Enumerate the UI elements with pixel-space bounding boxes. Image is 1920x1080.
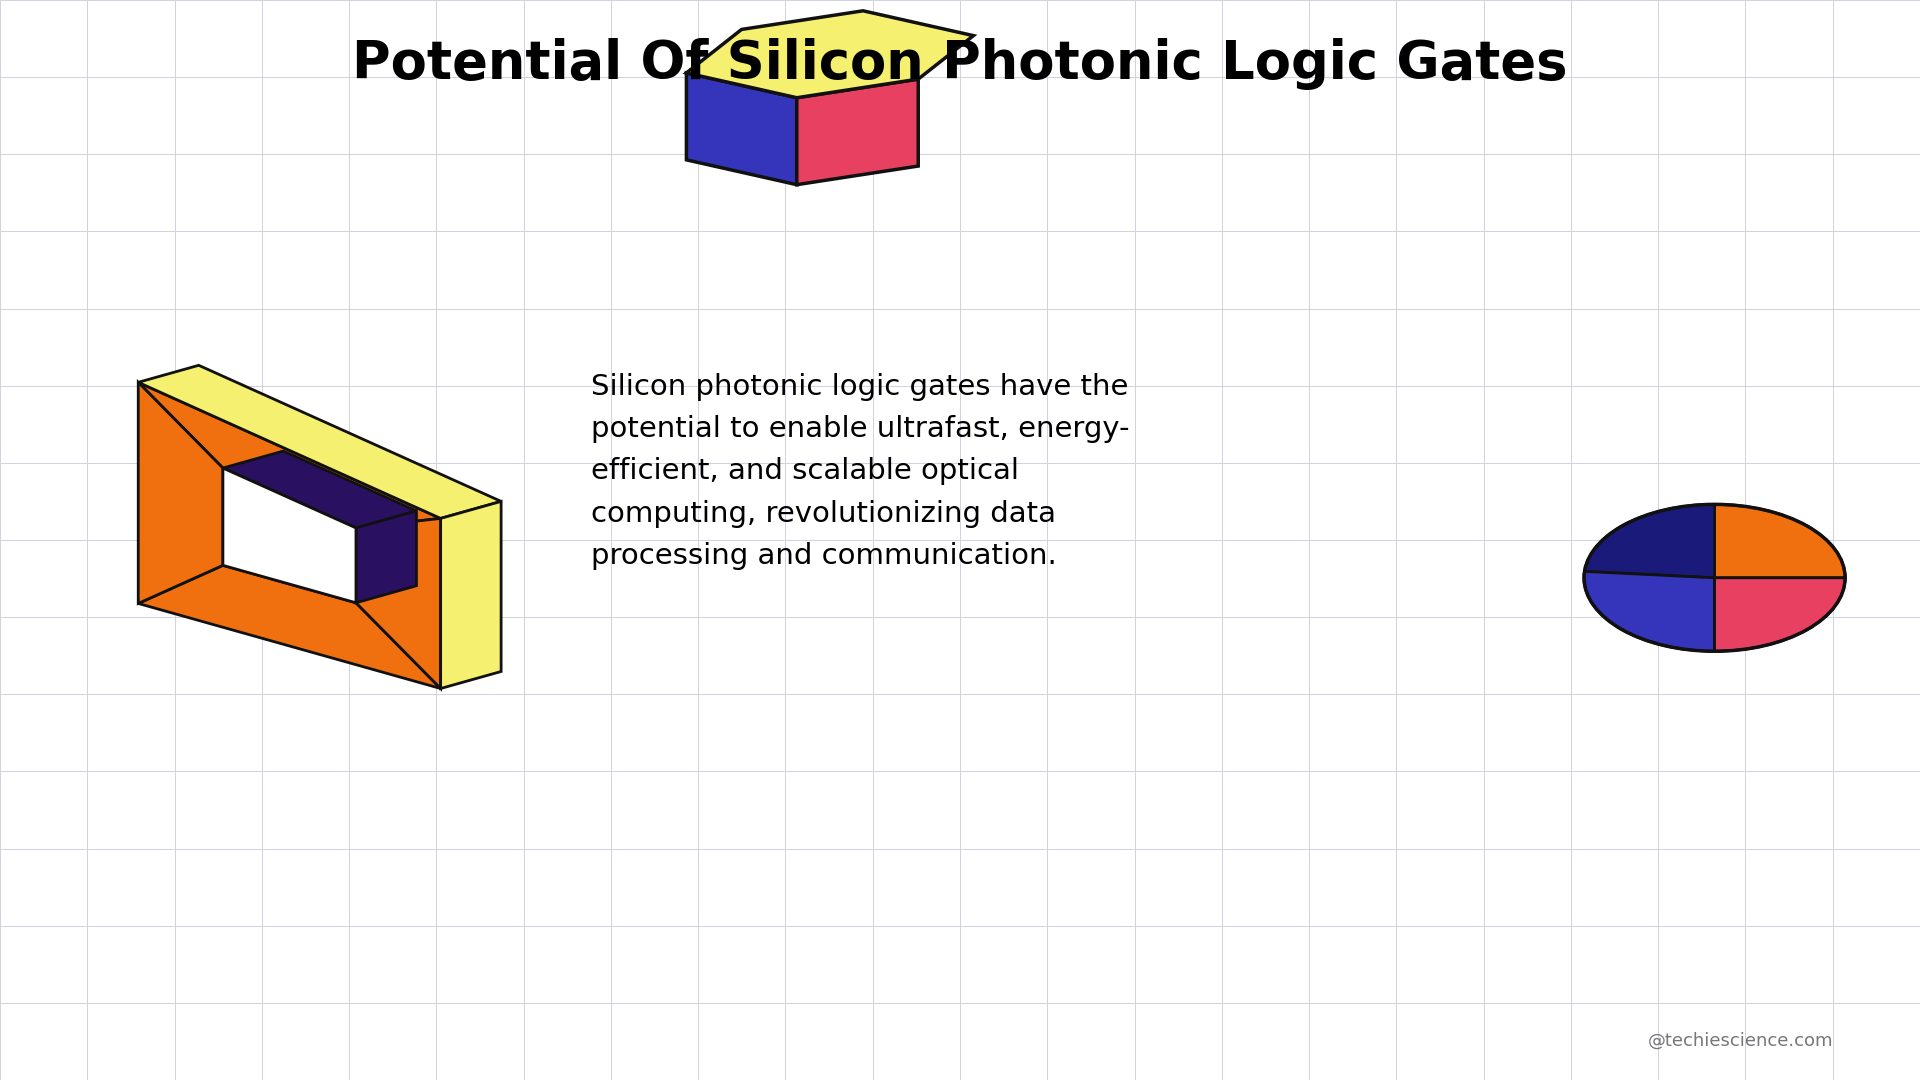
Wedge shape <box>1584 571 1715 651</box>
Polygon shape <box>797 79 918 185</box>
Polygon shape <box>138 565 440 689</box>
Polygon shape <box>440 501 501 689</box>
Text: Silicon photonic logic gates have the
potential to enable ultrafast, energy-
eff: Silicon photonic logic gates have the po… <box>591 373 1129 570</box>
Polygon shape <box>355 518 440 689</box>
Text: @techiescience.com: @techiescience.com <box>1647 1031 1834 1050</box>
Polygon shape <box>138 382 223 604</box>
Wedge shape <box>1715 504 1845 578</box>
Polygon shape <box>355 511 417 603</box>
Polygon shape <box>223 468 355 603</box>
Wedge shape <box>1584 504 1715 578</box>
Polygon shape <box>687 72 797 185</box>
Polygon shape <box>223 451 417 528</box>
Polygon shape <box>687 11 973 98</box>
Wedge shape <box>1715 578 1845 651</box>
Polygon shape <box>138 365 501 518</box>
Polygon shape <box>138 382 440 528</box>
Text: Potential Of Silicon Photonic Logic Gates: Potential Of Silicon Photonic Logic Gate… <box>351 38 1569 90</box>
